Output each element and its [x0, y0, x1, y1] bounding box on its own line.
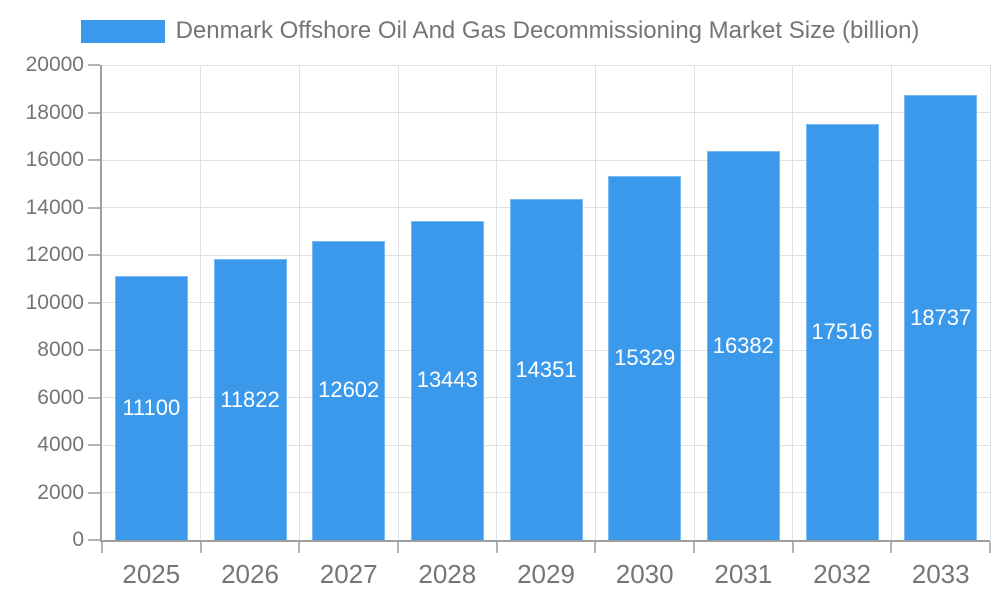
bar[interactable]	[509, 199, 583, 540]
x-axis-tick-label: 2028	[418, 559, 477, 589]
y-axis-line	[100, 65, 102, 540]
y-axis-tick-label: 18000	[25, 100, 84, 124]
y-axis-tick-label: 10000	[25, 290, 84, 314]
x-axis-tick-label: 2031	[714, 559, 773, 589]
x-axis-tick-label: 2025	[122, 559, 181, 589]
v-gridline	[989, 65, 991, 540]
plot-area: 11100 11822 12602 13443 14351 15329 16382 17516…	[102, 64, 991, 540]
h-gridline	[102, 64, 990, 66]
y-axis-tick	[88, 301, 100, 304]
v-gridline	[200, 65, 202, 540]
y-axis-tick	[88, 491, 100, 494]
bar-value-label: 17516	[811, 319, 873, 344]
x-axis-tick-label: 2032	[813, 559, 871, 589]
y-axis-tick	[88, 206, 100, 209]
y-axis-tick	[88, 539, 100, 541]
x-axis-tick	[890, 542, 893, 553]
x-axis-tick	[594, 542, 597, 553]
y-axis-tick-label: 8000	[37, 338, 84, 361]
x-axis-tick	[791, 542, 794, 553]
h-gridline	[102, 112, 990, 113]
bar[interactable]	[312, 240, 386, 540]
bar-value-label: 14351	[515, 356, 577, 382]
x-axis-tick	[693, 542, 695, 553]
legend-swatch[interactable]	[80, 19, 165, 43]
x-axis-tick-label: 2027	[319, 559, 378, 589]
x-axis-line	[100, 540, 990, 542]
y-axis-tick-label: 2000	[37, 480, 84, 504]
bar[interactable]	[213, 259, 287, 540]
x-axis-tick-label: 2029	[517, 559, 575, 589]
bar[interactable]	[114, 276, 188, 540]
y-axis-tick-label: 0	[72, 528, 84, 551]
y-axis-tick-label: 12000	[25, 243, 84, 266]
bar[interactable]	[410, 220, 484, 540]
v-gridline	[890, 65, 892, 540]
y-axis-tick	[88, 159, 100, 161]
x-axis-tick	[199, 542, 202, 553]
x-axis-tick	[101, 542, 103, 553]
legend-label: Denmark Offshore Oil And Gas Decommissio…	[175, 17, 920, 44]
h-gridline	[102, 159, 990, 161]
y-axis-tick-label: 14000	[25, 195, 84, 219]
y-axis-tick	[88, 64, 100, 66]
y-axis-tick-label: 20000	[25, 53, 84, 76]
y-axis-tick	[88, 349, 100, 351]
x-axis-tick-label: 2030	[615, 559, 674, 589]
v-gridline	[594, 65, 596, 540]
x-axis-tick	[298, 542, 301, 553]
bar-value-label: 11822	[220, 386, 280, 412]
x-axis-tick	[495, 542, 498, 553]
bar-value-label: 13443	[416, 367, 478, 393]
y-axis-tick-label: 16000	[25, 148, 84, 171]
bar[interactable]	[805, 124, 879, 540]
bar-value-label: 18737	[910, 304, 972, 330]
bar-value-label: 15329	[614, 345, 676, 370]
bar[interactable]	[608, 175, 682, 540]
legend[interactable]: Denmark Offshore Oil And Gas Decommissio…	[0, 17, 1000, 45]
bar[interactable]	[706, 150, 780, 540]
x-axis-tick-label: 2026	[221, 559, 279, 589]
bar-value-label: 16382	[712, 332, 774, 358]
y-axis-tick-label: 6000	[37, 385, 84, 409]
v-gridline	[496, 65, 498, 540]
y-axis-tick-label: 4000	[37, 433, 84, 456]
x-axis-tick	[989, 542, 991, 553]
bar-value-label: 11100	[122, 395, 181, 421]
y-axis-tick	[88, 444, 100, 446]
y-axis-tick	[88, 111, 100, 114]
bar-value-label: 12602	[318, 377, 380, 403]
x-axis-tick	[397, 542, 399, 553]
y-axis-tick	[88, 254, 100, 256]
v-gridline	[792, 65, 794, 540]
bar[interactable]	[904, 95, 978, 540]
x-axis-tick-label: 2033	[911, 559, 970, 589]
y-axis-tick	[88, 396, 100, 399]
v-gridline	[397, 65, 399, 540]
v-gridline	[693, 65, 695, 540]
v-gridline	[298, 65, 300, 540]
